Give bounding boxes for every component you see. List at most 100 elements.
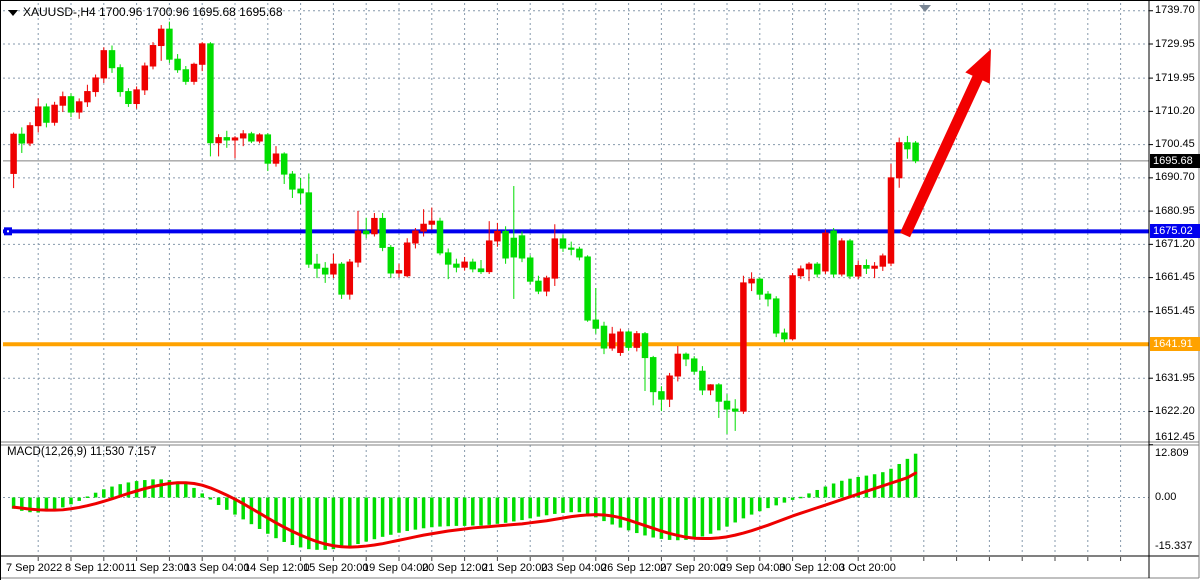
macd-histogram-bar xyxy=(307,497,311,550)
candle-body xyxy=(395,270,403,274)
macd-histogram-bar xyxy=(364,497,368,542)
candle-body xyxy=(100,50,108,79)
macd-histogram-bar xyxy=(635,497,639,534)
macd-histogram-bar xyxy=(126,482,131,498)
macd-histogram-bar xyxy=(134,481,139,498)
blue-line-handle-dot xyxy=(7,230,9,233)
trend-arrow-shaft xyxy=(900,70,986,238)
candle-body xyxy=(125,91,132,105)
candle-body xyxy=(912,142,919,162)
candle-body xyxy=(682,353,690,360)
chart-shift-triangle-icon xyxy=(919,5,931,12)
macd-histogram-bar xyxy=(913,453,918,498)
candle-body xyxy=(846,240,854,277)
candle-body xyxy=(182,69,190,82)
candle-body xyxy=(477,268,485,273)
candle-body xyxy=(157,28,165,47)
macd-histogram-bar xyxy=(479,497,483,526)
price-tick-label: 1651.45 xyxy=(1155,305,1195,318)
macd-histogram-bar xyxy=(643,497,647,536)
symbol-title: XAUUSD-,H4 1700.96 1700.96 1695.68 1695.… xyxy=(8,5,283,19)
macd-histogram-bar xyxy=(52,497,57,510)
candle-body xyxy=(330,263,337,275)
candle-body xyxy=(797,268,805,277)
macd-histogram-bar xyxy=(20,497,24,511)
candle-body xyxy=(895,142,903,179)
candle-body xyxy=(649,357,657,393)
macd-histogram-bar xyxy=(577,497,582,513)
macd-histogram-bar xyxy=(28,497,32,513)
macd-histogram-bar xyxy=(807,493,811,498)
candle-body xyxy=(535,280,542,292)
macd-histogram-bar xyxy=(471,497,475,526)
macd-histogram-bar xyxy=(585,497,590,514)
macd-histogram-bar xyxy=(758,497,762,512)
candle-body xyxy=(428,220,436,225)
candle-body xyxy=(633,333,641,348)
macd-histogram-bar xyxy=(790,497,795,500)
candle-body xyxy=(781,332,788,340)
candle-body xyxy=(26,125,34,144)
price-tick-label: 1661.45 xyxy=(1155,271,1195,284)
price-tick-label: 1690.70 xyxy=(1155,171,1195,184)
candle-body xyxy=(346,261,354,295)
candle-body xyxy=(223,137,231,141)
macd-histogram-bar xyxy=(405,497,409,532)
macd-histogram-bar xyxy=(446,497,450,527)
candle-body xyxy=(174,58,181,71)
macd-histogram-bar xyxy=(167,480,172,498)
macd-histogram-bar xyxy=(77,497,81,501)
macd-histogram-bar xyxy=(610,497,614,525)
macd-histogram-bar xyxy=(93,492,98,498)
macd-histogram-bar xyxy=(348,497,352,547)
macd-histogram-bar xyxy=(200,493,204,498)
macd-histogram-bar xyxy=(831,483,836,498)
candle-body xyxy=(289,173,296,190)
macd-indicator-label: MACD(12,26,9) 11.530 7.157 xyxy=(7,446,157,458)
macd-histogram-bar xyxy=(626,497,631,531)
macd-histogram-bar xyxy=(692,497,696,539)
candle-body xyxy=(748,278,755,284)
macd-histogram-bar xyxy=(274,497,278,539)
price-tick-label: 1631.95 xyxy=(1155,371,1195,384)
candle-body xyxy=(231,137,239,141)
macd-histogram-bar xyxy=(676,497,680,541)
candle-body xyxy=(674,353,682,377)
macd-histogram-bar xyxy=(110,486,114,498)
candle-body xyxy=(420,223,427,232)
macd-histogram-bar xyxy=(594,497,598,518)
macd-histogram-bar xyxy=(184,483,188,498)
macd-histogram-bar xyxy=(462,497,467,526)
time-axis-label: 21 Sep 20:00 xyxy=(482,562,548,574)
candle-body xyxy=(740,282,747,412)
macd-histogram-bar xyxy=(356,497,360,545)
candle-body xyxy=(18,133,26,144)
candle-body xyxy=(904,142,911,150)
macd-histogram-bar xyxy=(11,497,16,509)
candle-body xyxy=(871,265,878,269)
time-axis-label: 19 Sep 04:00 xyxy=(363,562,429,574)
candle-body xyxy=(830,230,837,275)
candle-body xyxy=(789,275,796,340)
candle-body xyxy=(305,192,313,265)
macd-histogram-bar xyxy=(561,497,565,513)
candle-body xyxy=(658,391,665,400)
macd-histogram-bar xyxy=(864,475,869,498)
candle-body xyxy=(863,264,870,269)
dropdown-triangle-icon[interactable] xyxy=(8,9,18,16)
candle-body xyxy=(559,238,567,249)
candle-body xyxy=(461,261,468,268)
candle-body xyxy=(248,133,255,142)
macd-histogram-bar xyxy=(118,484,122,498)
current-price-box: 1695.68 xyxy=(1150,153,1200,168)
macd-tick-label: 0.00 xyxy=(1155,491,1177,503)
candle-body xyxy=(92,77,99,93)
candle-body xyxy=(543,277,550,292)
candle-body xyxy=(600,325,608,349)
candle-body xyxy=(641,333,649,359)
macd-histogram-bar xyxy=(528,497,532,519)
macd-histogram-bar xyxy=(823,486,828,498)
macd-tick-label: 12.809 xyxy=(1155,447,1189,460)
macd-histogram-bar xyxy=(36,497,40,513)
